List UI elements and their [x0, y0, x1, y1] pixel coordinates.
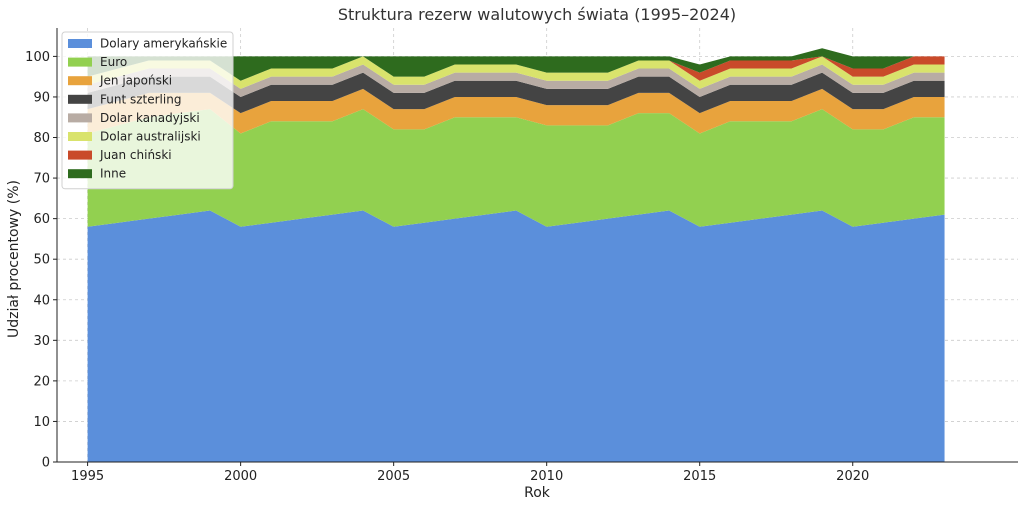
tick-labels: 1995 2000 2005 2010 2015 2020 0 10 20 30 40 50 60 70 8… [25, 50, 869, 484]
y-tick-label: 10 [33, 415, 50, 430]
legend-label: Juan chiński [99, 148, 172, 162]
axes [56, 28, 1018, 463]
x-tick-label: 2015 [683, 469, 716, 484]
y-tick-label: 0 [42, 456, 50, 471]
area-series-5 [87, 64, 945, 97]
area-series-2 [87, 109, 945, 227]
x-axis-label: Rok [524, 485, 551, 501]
legend-swatch [68, 94, 92, 104]
x-tick-label: 2020 [836, 469, 869, 484]
area-series-8 [87, 48, 945, 81]
legend-swatch [68, 150, 92, 160]
legend-label: Jen japoński [99, 74, 172, 88]
y-tick-label: 70 [33, 172, 50, 187]
legend-box [61, 31, 234, 190]
x-tick-label: 2000 [224, 469, 257, 484]
y-tick-label: 30 [33, 334, 50, 349]
x-tick-label: 2005 [377, 469, 410, 484]
legend: Dolary amerykańskie Euro Jen japoński Funt … [61, 31, 234, 190]
y-tick-label: 80 [33, 131, 50, 146]
x-tick-label: 2010 [530, 469, 563, 484]
y-tick-label: 60 [33, 212, 50, 227]
legend-label: Inne [100, 167, 126, 181]
chart-title: Struktura rezerw walutowych świata (1995… [338, 5, 736, 24]
legend-label: Euro [100, 55, 127, 69]
y-tick-label: 90 [33, 90, 50, 105]
area-series-1 [87, 210, 945, 462]
legend-swatch [68, 113, 92, 123]
legend-swatch [68, 169, 92, 179]
y-tick-label: 100 [25, 50, 50, 65]
legend-label: Dolary amerykańskie [100, 37, 227, 51]
area-series-3 [87, 88, 945, 134]
y-tick-label: 50 [33, 253, 50, 268]
legend-label: Funt szterling [100, 92, 181, 106]
y-axis-label: Udział procentowy (%) [6, 180, 22, 338]
legend-swatch [68, 57, 92, 67]
area-series [87, 48, 945, 462]
legend-label: Dolar kanadyjski [100, 111, 200, 125]
legend-swatch [68, 76, 92, 86]
legend-swatch [68, 39, 92, 48]
area-series-6 [87, 56, 945, 89]
area-series-4 [87, 72, 945, 114]
legend-label: Dolar australijski [100, 130, 201, 144]
y-tick-label: 20 [33, 374, 50, 389]
x-tick-label: 1995 [71, 469, 104, 484]
y-tick-label: 40 [33, 293, 50, 308]
area-series-7 [87, 56, 945, 81]
legend-swatch [68, 132, 92, 141]
